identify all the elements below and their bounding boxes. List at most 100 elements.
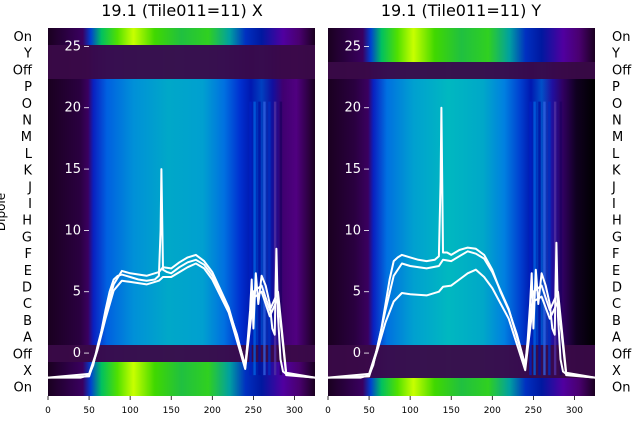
- y-tick-label: 15: [64, 162, 81, 177]
- row-label-left: Off: [13, 347, 33, 362]
- y-tick-label: 20: [344, 101, 361, 116]
- row-label-right: X: [612, 364, 621, 379]
- heatmap-stripe: [538, 101, 541, 376]
- row-label-right: N: [612, 114, 622, 129]
- row-label-right: Y: [611, 47, 620, 62]
- heatmap-stripe: [253, 101, 256, 376]
- heatmap-stripe: [279, 101, 283, 376]
- x-tick-label: 0: [45, 406, 51, 416]
- row-label-right: K: [612, 164, 621, 179]
- row-label-right: G: [612, 230, 622, 245]
- row-label-left: On: [14, 381, 32, 396]
- row-label-left: X: [23, 364, 32, 379]
- chart-title-x: 19.1 (Tile011=11) X: [101, 1, 263, 20]
- heatmap-band-top-y: [328, 28, 595, 62]
- heatmap-band-bottom-y: [328, 378, 595, 396]
- row-label-right: I: [612, 197, 616, 212]
- overlay-line: [327, 268, 596, 379]
- row-label-left: E: [24, 264, 32, 279]
- chart-title-y: 19.1 (Tile011=11) Y: [381, 1, 542, 20]
- row-label-right: E: [612, 264, 620, 279]
- overlay-line: [48, 168, 316, 379]
- y-tick-label: 10: [344, 223, 361, 238]
- overlay-line: [47, 262, 316, 379]
- row-label-right: C: [612, 297, 621, 312]
- row-label-right: On: [612, 30, 630, 45]
- row-label-left: B: [23, 314, 32, 329]
- row-label-left: N: [22, 114, 32, 129]
- row-label-right: P: [612, 80, 620, 95]
- heatmap-stripe: [249, 101, 252, 376]
- x-tick-label: 150: [443, 406, 460, 416]
- row-label-right: B: [612, 314, 621, 329]
- row-label-left: Y: [23, 47, 32, 62]
- heatmap-panel-y: 0 50 100 150 200 250 300 0 5 10 15 20 25: [325, 28, 596, 416]
- y-tick-label: 25: [64, 39, 81, 54]
- heatmap-stripe: [529, 101, 532, 376]
- overlay-line: [328, 106, 596, 379]
- dipole-axis-label: Dipole: [0, 193, 8, 231]
- heatmap-off-row-top-x: [48, 45, 315, 79]
- row-label-left: P: [24, 80, 32, 95]
- heatmap-stripe: [553, 101, 557, 376]
- x-tick-label: 200: [484, 406, 501, 416]
- heatmap-stripe: [533, 101, 536, 376]
- y-tick-label: 0: [353, 346, 361, 361]
- row-label-left: H: [22, 214, 32, 229]
- x-tick-label: 100: [402, 406, 419, 416]
- x-tick-label: 250: [245, 406, 262, 416]
- overlay-line: [47, 253, 316, 379]
- x-tick-label: 250: [525, 406, 542, 416]
- heatmap-stripe: [548, 101, 551, 376]
- x-tick-label: 0: [325, 406, 331, 416]
- row-label-right: D: [612, 281, 622, 296]
- row-label-right: On: [612, 381, 630, 396]
- row-label-left: K: [23, 164, 32, 179]
- row-label-right: Off: [612, 63, 632, 78]
- row-label-left: Off: [13, 63, 33, 78]
- row-label-left: J: [27, 180, 32, 195]
- row-label-left: On: [14, 30, 32, 45]
- x-tick-label: 50: [363, 406, 375, 416]
- y-tick-label: 15: [344, 162, 361, 177]
- row-label-left: G: [22, 230, 32, 245]
- x-tick-label: 300: [286, 406, 303, 416]
- heatmap-stripe: [543, 101, 546, 376]
- row-label-right: F: [612, 247, 619, 262]
- y-tick-label: 0: [73, 346, 81, 361]
- heatmap-stripe: [559, 101, 563, 376]
- x-tick-label: 150: [163, 406, 180, 416]
- heatmap-stripe: [258, 101, 261, 376]
- heatmap-off-row-top-y: [328, 62, 595, 79]
- row-label-right: Off: [612, 347, 632, 362]
- y-tick-label: 20: [64, 101, 81, 116]
- x-tick-label: 50: [83, 406, 95, 416]
- row-label-left: D: [22, 281, 32, 296]
- row-label-left: L: [25, 147, 33, 162]
- x-tick-label: 200: [204, 406, 221, 416]
- row-label-left: O: [22, 97, 32, 112]
- heatmap-band-top-x: [48, 28, 315, 45]
- y-tick-label: 25: [344, 39, 361, 54]
- heatmap-stripe: [273, 101, 277, 376]
- row-label-left: A: [23, 331, 32, 346]
- row-label-right: L: [612, 147, 620, 162]
- y-tick-label: 5: [73, 285, 81, 300]
- x-tick-label: 300: [566, 406, 583, 416]
- row-label-left: F: [25, 247, 32, 262]
- overlay-line: [327, 250, 596, 379]
- heatmap-stripe: [268, 101, 271, 376]
- row-label-left: C: [23, 297, 32, 312]
- row-label-right: J: [611, 180, 616, 195]
- row-label-left: M: [21, 130, 32, 145]
- row-label-right: O: [612, 97, 622, 112]
- y-tick-label: 5: [353, 285, 361, 300]
- row-label-left: I: [28, 197, 32, 212]
- row-label-right: A: [612, 331, 621, 346]
- x-tick-label: 100: [122, 406, 139, 416]
- row-label-right: M: [612, 130, 623, 145]
